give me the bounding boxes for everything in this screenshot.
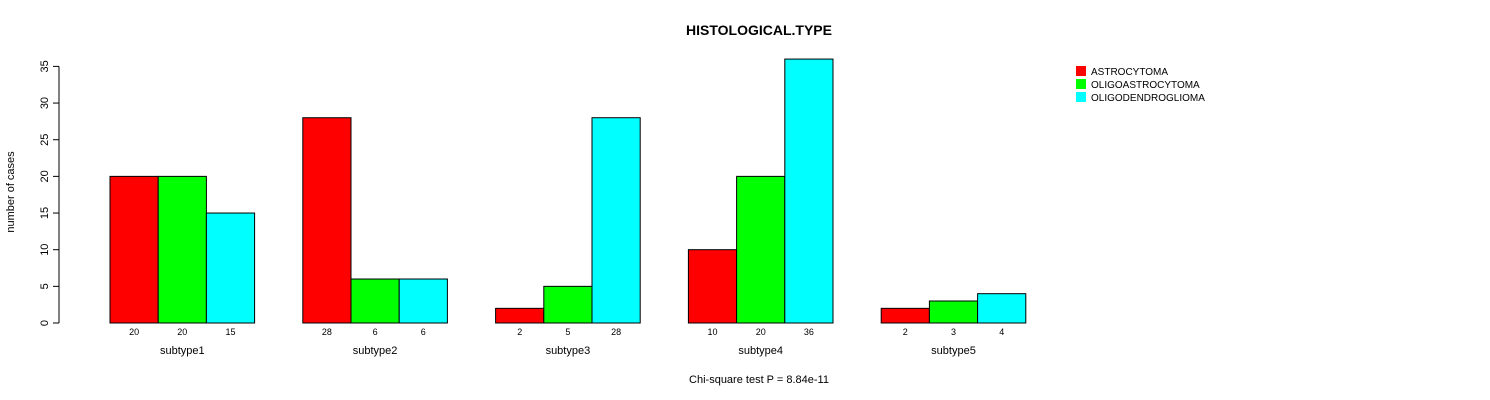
category-label-subtype4: subtype4 [738,345,783,357]
bar-subtype2-oligodendroglioma [398,278,448,324]
y-tick-label: 20 [39,170,51,182]
bar-subtype3-astrocytoma [495,307,545,324]
bar-count-label: 2 [517,327,522,337]
bar-count-label: 20 [177,327,187,337]
y-tick-label: 5 [39,283,51,289]
y-tick-label: 0 [39,320,51,326]
y-tick-label: 10 [39,244,51,256]
bar-count-label: 10 [707,327,717,337]
y-tick-label: 35 [39,60,51,72]
bar-subtype5-astrocytoma [880,307,930,324]
bar-count-label: 2 [903,327,908,337]
bar-count-label: 4 [999,327,1004,337]
legend-label: OLIGOASTROCYTOMA [1091,80,1200,91]
bar-count-label: 28 [322,327,332,337]
chart-title: HISTOLOGICAL.TYPE [686,22,832,38]
legend-swatch [1076,92,1086,102]
bar-count-labels: 20 20 15 28 6 6 2 5 28 10 20 36 2 3 4 [129,327,1004,337]
bar-subtype4-oligodendroglioma [784,58,834,324]
legend: ASTROCYTOMA OLIGOASTROCYTOMA OLIGODENDROGL… [1076,66,1205,104]
bar-subtype1-oligodendroglioma [205,212,256,324]
bar-count-label: 28 [611,327,621,337]
bar-subtype5-oligoastrocytoma [928,300,979,324]
bar-subtype3-oligoastrocytoma [543,285,593,324]
category-label-subtype2: subtype2 [353,345,398,357]
y-axis-label: number of cases [5,151,17,233]
bar-subtype2-astrocytoma [302,117,352,324]
bar-count-label: 6 [373,327,378,337]
y-tick-label: 15 [39,207,51,219]
y-tick-label: 30 [39,97,51,109]
category-label-subtype5: subtype5 [931,345,976,357]
y-axis: 0 5 10 15 20 25 30 35 [39,60,60,326]
y-tick-label: 25 [39,134,51,146]
category-labels: subtype1 subtype2 subtype3 subtype4 subtype5 [160,345,976,357]
legend-swatch [1076,66,1086,76]
bar-subtype4-oligoastrocytoma [736,175,786,324]
bar-count-label: 20 [756,327,766,337]
legend-swatch [1076,79,1086,89]
chi-square-footnote: Chi-square test P = 8.84e-11 [689,374,829,386]
bar-subtype5-oligodendroglioma [977,293,1027,324]
bar-subtype2-oligoastrocytoma [350,278,400,324]
bar-count-label: 15 [225,327,235,337]
bar-count-label: 6 [421,327,426,337]
bar-count-label: 20 [129,327,139,337]
bar-count-label: 3 [951,327,956,337]
bars [109,58,1027,324]
legend-label: ASTROCYTOMA [1091,67,1168,78]
bar-count-label: 36 [804,327,814,337]
bar-subtype1-astrocytoma [109,175,159,324]
category-label-subtype3: subtype3 [546,345,591,357]
legend-label: OLIGODENDROGLIOMA [1091,93,1205,104]
bar-subtype1-oligoastrocytoma [157,175,207,324]
bar-count-label: 5 [565,327,570,337]
bar-subtype4-astrocytoma [687,249,738,324]
bar-subtype3-oligodendroglioma [591,117,641,324]
category-label-subtype1: subtype1 [160,345,205,357]
